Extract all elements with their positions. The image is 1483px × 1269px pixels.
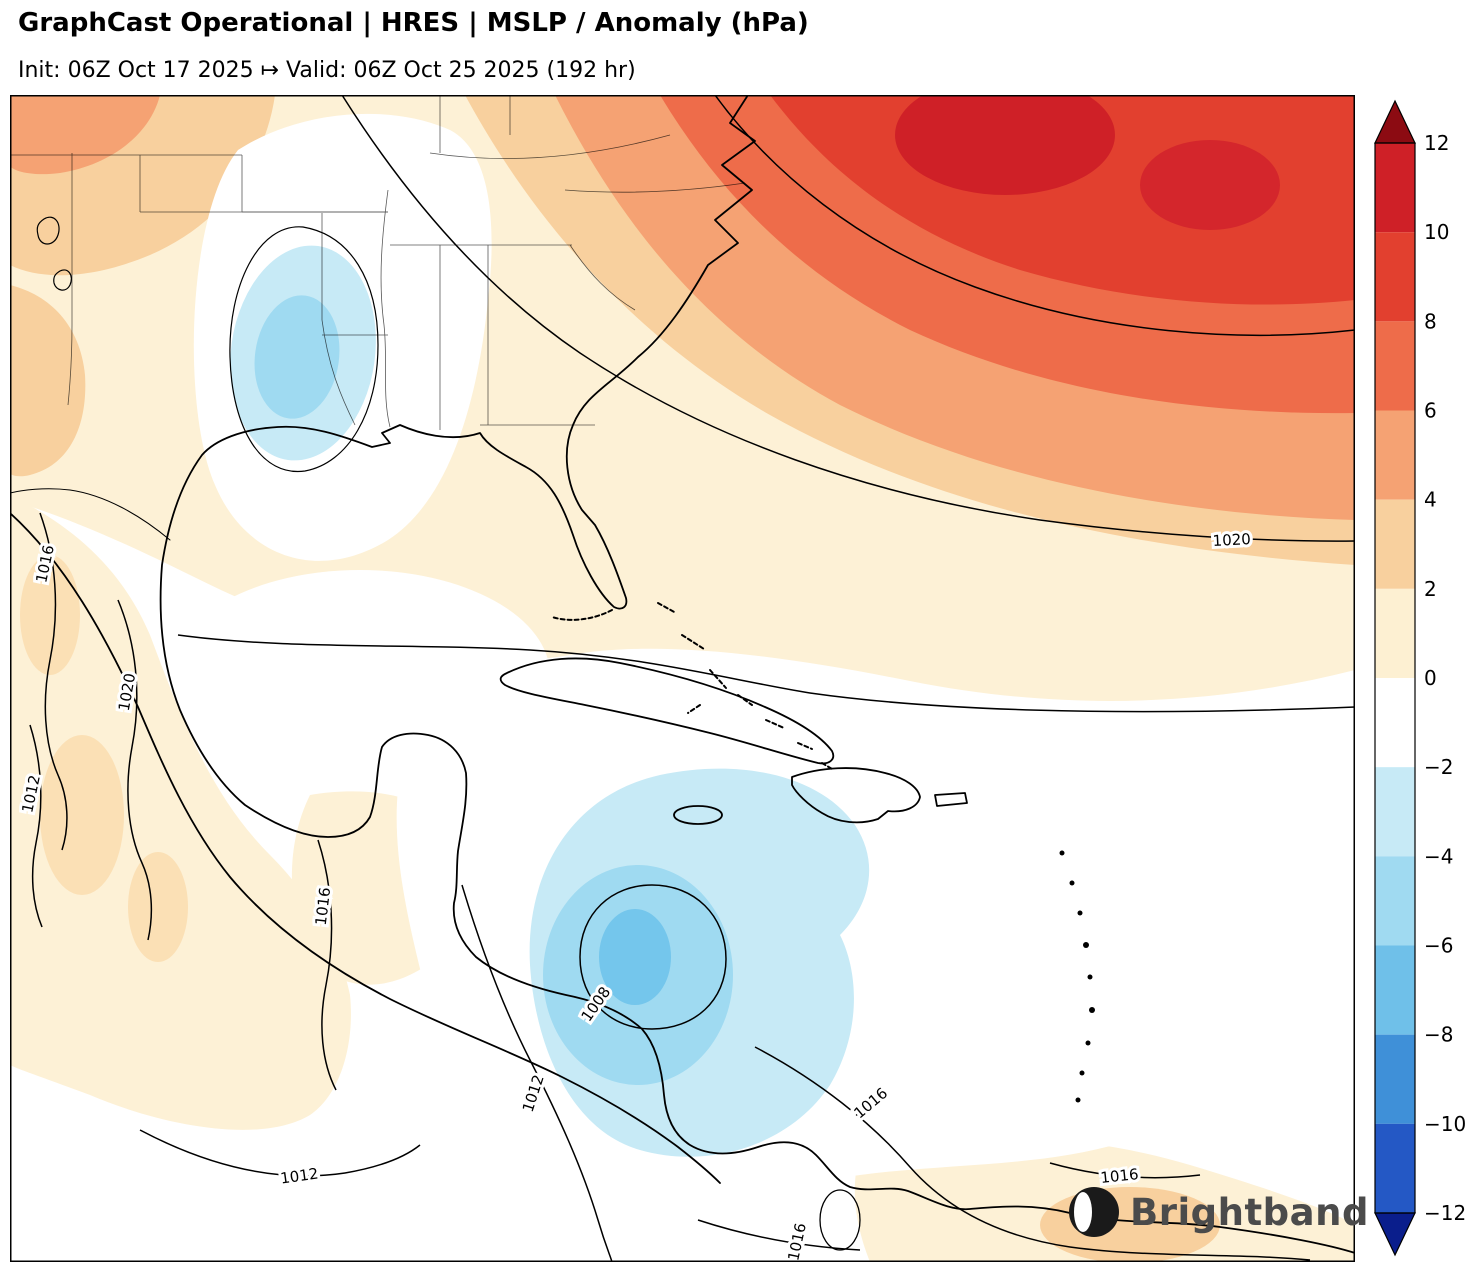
isobar-contours — [29, 95, 1355, 1262]
svg-text:−8: −8 — [1424, 1023, 1453, 1047]
cuba — [499, 657, 835, 765]
brightband-logo: Brightband — [1068, 1186, 1369, 1238]
colorbar-tick-labels: 12 10 8 6 4 2 0 −2 −4 −6 −8 −10 −12 — [1424, 131, 1466, 1225]
svg-text:10: 10 — [1424, 220, 1449, 244]
us-mexico-border — [10, 488, 171, 541]
puerto-rico — [934, 792, 968, 807]
lake-maracaibo — [819, 1189, 861, 1251]
florida-keys — [551, 609, 613, 621]
svg-text:−12: −12 — [1424, 1201, 1466, 1225]
svg-text:6: 6 — [1424, 399, 1437, 423]
svg-text:−10: −10 — [1424, 1112, 1466, 1136]
chart-subtitle: Init: 06Z Oct 17 2025 ↦ Valid: 06Z Oct 2… — [18, 58, 636, 83]
svg-text:4: 4 — [1424, 488, 1437, 512]
island-chains — [551, 602, 833, 770]
svg-text:−4: −4 — [1424, 844, 1453, 868]
coastlines — [10, 95, 1355, 1254]
colorbar-segments — [1375, 143, 1415, 1213]
state-borders — [10, 95, 746, 430]
weather-map: 1020 1016 1020 1012 1016 1008 1012 1016 … — [10, 95, 1355, 1262]
svg-text:8: 8 — [1424, 309, 1437, 333]
hispaniola — [791, 767, 921, 824]
svg-text:2: 2 — [1424, 577, 1437, 601]
map-frame — [10, 95, 1355, 1262]
chart-title: GraphCast Operational | HRES | MSLP / An… — [18, 8, 809, 38]
brightband-logo-icon — [1069, 1187, 1119, 1237]
colorbar-outline — [1374, 142, 1416, 1214]
anomaly-fill-positive — [10, 95, 1355, 1262]
colorbar-cap-top — [1374, 99, 1416, 144]
jamaica — [673, 805, 723, 825]
colorbar: 12 10 8 6 4 2 0 −2 −4 −6 −8 −10 −12 — [1374, 99, 1466, 1257]
svg-text:0: 0 — [1424, 666, 1437, 690]
svg-text:12: 12 — [1424, 131, 1449, 155]
mainland-coast — [159, 95, 1355, 1254]
svg-text:−2: −2 — [1424, 755, 1453, 779]
anomaly-fill-negative — [230, 245, 870, 1157]
pacific-coast — [10, 512, 721, 1184]
bahamas — [657, 602, 677, 614]
colorbar-cap-bottom — [1374, 1212, 1416, 1257]
isobar-label: 1020 — [1212, 530, 1251, 550]
lesser-antilles — [1059, 850, 1095, 1103]
svg-text:−6: −6 — [1424, 934, 1453, 958]
brightband-logo-text: Brightband — [1130, 1190, 1369, 1234]
